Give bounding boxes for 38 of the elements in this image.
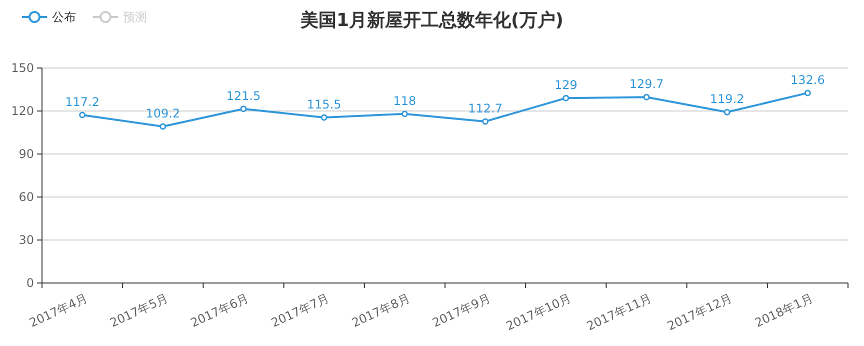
data-label: 119.2 bbox=[710, 92, 744, 106]
data-label: 118 bbox=[393, 94, 416, 108]
point bbox=[724, 108, 730, 116]
y-tick-label: 120 bbox=[11, 104, 34, 118]
data-label: 115.5 bbox=[306, 97, 342, 112]
point bbox=[643, 94, 650, 100]
x-tick-label: 2017年10月 bbox=[504, 291, 574, 334]
point bbox=[401, 110, 408, 118]
point bbox=[562, 94, 570, 102]
y-tick-label: 60 bbox=[18, 190, 34, 204]
point bbox=[240, 106, 247, 112]
data-label: 109.2 bbox=[146, 106, 180, 120]
x-tick-label: 2017年7月 bbox=[269, 291, 332, 330]
x-tick-label: 2017年5月 bbox=[108, 291, 170, 330]
y-tick-label: 0 bbox=[26, 276, 34, 290]
point bbox=[160, 123, 166, 130]
point bbox=[804, 90, 811, 96]
data-label: 132.6 bbox=[790, 72, 825, 87]
x-tick-label: 2017年8月 bbox=[350, 291, 412, 330]
x-tick-label: 2017年11月 bbox=[584, 291, 654, 334]
data-label: 129.7 bbox=[629, 77, 664, 92]
y-tick-label: 90 bbox=[18, 147, 34, 161]
point bbox=[320, 114, 328, 121]
x-tick-label: 2017年9月 bbox=[430, 291, 493, 330]
y-tick-label: 30 bbox=[18, 233, 34, 247]
point bbox=[79, 112, 86, 118]
x-tick-label: 2017年4月 bbox=[27, 291, 90, 330]
x-tick-label: 2017年6月 bbox=[188, 291, 251, 330]
legend-label: 公布 bbox=[52, 10, 76, 24]
data-label: 117.2 bbox=[65, 95, 100, 110]
y-tick-label: 150 bbox=[11, 61, 34, 75]
data-label: 112.7 bbox=[468, 101, 502, 116]
x-tick-label: 2018年1月 bbox=[752, 291, 815, 330]
x-tick-label: 2017年12月 bbox=[665, 291, 734, 334]
point bbox=[482, 118, 489, 125]
chart-title: 美国1月新屋开工总数年化(万户) bbox=[300, 10, 564, 31]
data-label: 129 bbox=[554, 78, 578, 92]
data-label: 121.5 bbox=[226, 88, 261, 103]
